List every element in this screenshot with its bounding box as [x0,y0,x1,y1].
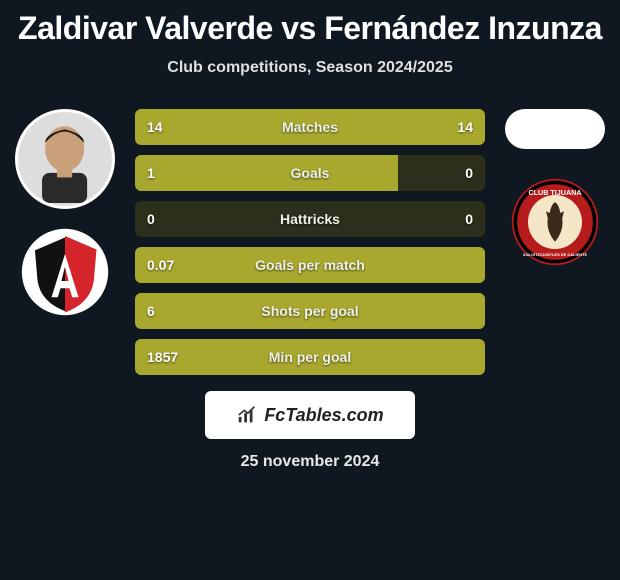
stat-value-left: 14 [135,119,195,135]
right-player-avatar [505,109,605,149]
chart-icon [236,404,258,426]
comparison-panel: 14Matches141Goals00Hattricks00.07Goals p… [0,109,620,375]
stat-label: Shots per goal [195,303,425,319]
person-icon [27,117,102,206]
stat-label: Matches [195,119,425,135]
atlas-logo-icon [20,227,110,317]
stat-value-left: 0.07 [135,257,195,273]
tijuana-logo-icon: CLUB TIJUANA XOLOITZCUINTLES DE CALIENTE [510,177,600,267]
stat-row: 1Goals0 [135,155,485,191]
brand-badge: FcTables.com [205,391,415,439]
page-title: Zaldivar Valverde vs Fernández Inzunza [0,0,620,47]
stat-value-left: 0 [135,211,195,227]
stat-value-left: 1 [135,165,195,181]
stat-row: 6Shots per goal [135,293,485,329]
stat-value-left: 1857 [135,349,195,365]
stat-value-right: 0 [425,165,485,181]
stat-row: 14Matches14 [135,109,485,145]
right-club-logo: CLUB TIJUANA XOLOITZCUINTLES DE CALIENTE [510,177,600,267]
stat-value-right: 0 [425,211,485,227]
stat-label: Hattricks [195,211,425,227]
left-club-logo [20,227,110,317]
left-player-column [5,109,125,317]
subtitle: Club competitions, Season 2024/2025 [0,59,620,77]
left-player-avatar [15,109,115,209]
stat-row: 0.07Goals per match [135,247,485,283]
stat-row: 0Hattricks0 [135,201,485,237]
brand-text: FcTables.com [264,405,383,426]
stat-label: Goals per match [195,257,425,273]
right-player-column: CLUB TIJUANA XOLOITZCUINTLES DE CALIENTE [495,109,615,267]
stat-value-left: 6 [135,303,195,319]
stat-value-right: 14 [425,119,485,135]
stat-label: Min per goal [195,349,425,365]
stat-label: Goals [195,165,425,181]
stats-bars: 14Matches141Goals00Hattricks00.07Goals p… [135,109,485,375]
stat-row: 1857Min per goal [135,339,485,375]
svg-text:CLUB TIJUANA: CLUB TIJUANA [528,188,581,197]
svg-text:XOLOITZCUINTLES DE CALIENTE: XOLOITZCUINTLES DE CALIENTE [523,252,588,257]
date-label: 25 november 2024 [0,453,620,471]
